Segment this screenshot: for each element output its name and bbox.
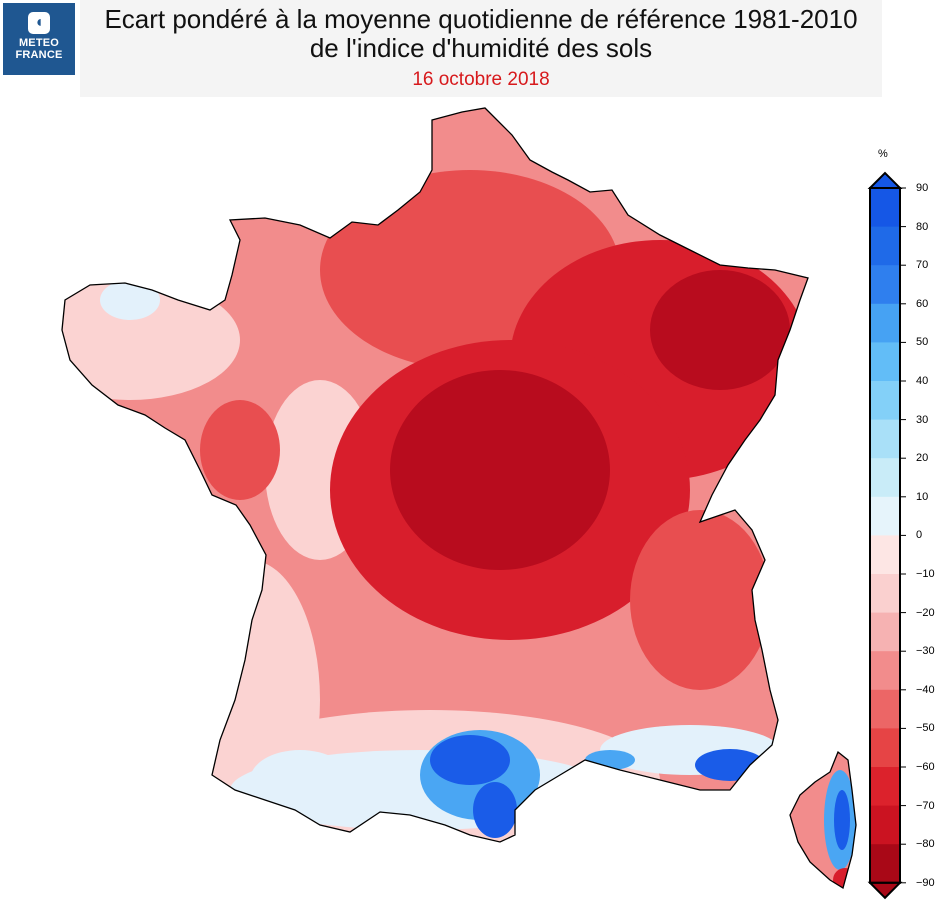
legend-tick-label: 60 xyxy=(916,297,929,310)
finistere-wet-zone xyxy=(100,280,160,320)
legend-swatch xyxy=(870,458,900,498)
legend-swatch xyxy=(870,342,900,382)
legend-colorbar xyxy=(867,171,906,900)
pyrenees-wet-zone xyxy=(250,750,350,810)
legend-swatch xyxy=(870,612,900,652)
legend-tick-label: −70 xyxy=(916,799,935,812)
legend-tick-label: −20 xyxy=(916,606,935,619)
logo-text-line2: FRANCE xyxy=(15,49,63,61)
legend-swatch xyxy=(870,188,900,228)
legend-tick-label: −80 xyxy=(916,838,935,851)
aude-very-wet-zone xyxy=(430,735,510,785)
legend-swatch xyxy=(870,496,900,536)
legend-tick-label: −90 xyxy=(916,876,935,889)
var-very-wet-zone xyxy=(695,749,765,781)
legend-tick-label: 70 xyxy=(916,259,929,272)
lorraine-zone xyxy=(650,270,790,390)
meteo-france-logo: ◖ METEO FRANCE xyxy=(3,3,75,75)
legend-swatch xyxy=(870,419,900,459)
legend-tick-label: −40 xyxy=(916,683,935,696)
legend-max-arrow-icon xyxy=(867,171,903,189)
legend-swatch xyxy=(870,805,900,845)
legend-tick-label: 90 xyxy=(916,182,929,194)
roussillon-very-wet-zone xyxy=(473,782,517,838)
legend-tick-label: 40 xyxy=(916,375,929,387)
legend-swatch xyxy=(870,689,900,729)
map-title-line2: de l'indice d'humidité des sols xyxy=(309,33,653,63)
legend-tick-label: 0 xyxy=(916,529,923,542)
provence-wet-zone xyxy=(600,725,780,775)
legend-unit: % xyxy=(878,148,888,160)
map-title-line1: Ecart pondéré à la moyenne quotidienne d… xyxy=(104,4,858,34)
legend-tick-label: −60 xyxy=(916,761,935,773)
legend-tick-label: −50 xyxy=(916,722,935,735)
legend-swatch xyxy=(870,535,900,575)
legend-swatch xyxy=(870,844,900,884)
legend-swatch xyxy=(870,574,900,614)
legend-tick-label: 30 xyxy=(916,413,929,426)
legend-tick-label: 10 xyxy=(916,490,929,503)
legend-swatch xyxy=(870,381,900,421)
legend-swatch xyxy=(870,265,900,305)
legend-swatch xyxy=(870,226,900,266)
meteo-france-emblem-icon: ◖ xyxy=(28,12,50,34)
legend-tick-label: −30 xyxy=(916,645,935,658)
legend-tick-label: −10 xyxy=(916,568,935,580)
legend-swatch xyxy=(870,303,900,343)
alps-zone xyxy=(630,510,770,690)
logo-text-line1: METEO xyxy=(18,37,60,49)
title-banner: Ecart pondéré à la moyenne quotidienne d… xyxy=(80,0,882,97)
legend-min-arrow-icon xyxy=(867,881,903,900)
legend-swatch xyxy=(870,651,900,691)
corsica-east-very-wet-zone xyxy=(834,790,850,850)
center-core-zone xyxy=(390,370,610,570)
vendee-zone xyxy=(200,400,280,500)
map-date: 16 octobre 2018 xyxy=(412,69,550,90)
legend-tick-label: 80 xyxy=(916,220,929,233)
legend-swatch xyxy=(870,767,900,807)
mainland-france-fill xyxy=(62,108,808,842)
legend-tick-label: 20 xyxy=(916,452,929,465)
legend-tick-label: 50 xyxy=(916,336,929,349)
legend-swatch xyxy=(870,728,900,768)
